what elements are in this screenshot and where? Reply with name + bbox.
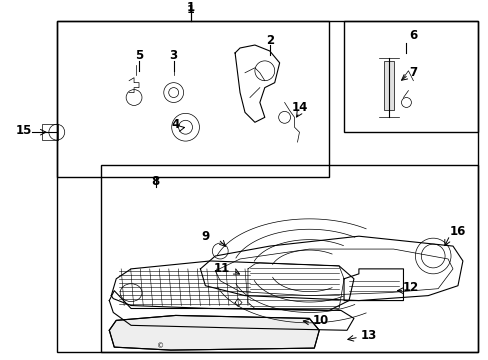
Text: ©: © — [157, 343, 164, 349]
Text: 3: 3 — [169, 49, 177, 62]
Text: 1: 1 — [186, 5, 194, 15]
Bar — [42, 124, 58, 140]
Text: 9: 9 — [201, 230, 209, 243]
Polygon shape — [109, 315, 319, 350]
Text: 7: 7 — [408, 66, 417, 79]
Text: 2: 2 — [265, 33, 273, 46]
Text: 5: 5 — [135, 49, 143, 62]
Text: 1: 1 — [186, 1, 194, 14]
Bar — [383, 61, 393, 111]
Text: 14: 14 — [291, 101, 307, 114]
Text: 8: 8 — [151, 175, 160, 188]
Text: 13: 13 — [360, 329, 376, 342]
Bar — [57, 21, 477, 352]
Bar — [101, 165, 477, 352]
Text: 4: 4 — [171, 118, 180, 131]
Text: 6: 6 — [408, 28, 417, 42]
Text: 15: 15 — [16, 124, 32, 137]
Bar — [57, 21, 328, 177]
Ellipse shape — [120, 284, 142, 302]
Text: 16: 16 — [449, 225, 465, 238]
Text: 12: 12 — [402, 281, 418, 294]
Text: 11: 11 — [214, 262, 230, 275]
Bar — [344, 21, 477, 132]
Text: 10: 10 — [312, 314, 329, 327]
